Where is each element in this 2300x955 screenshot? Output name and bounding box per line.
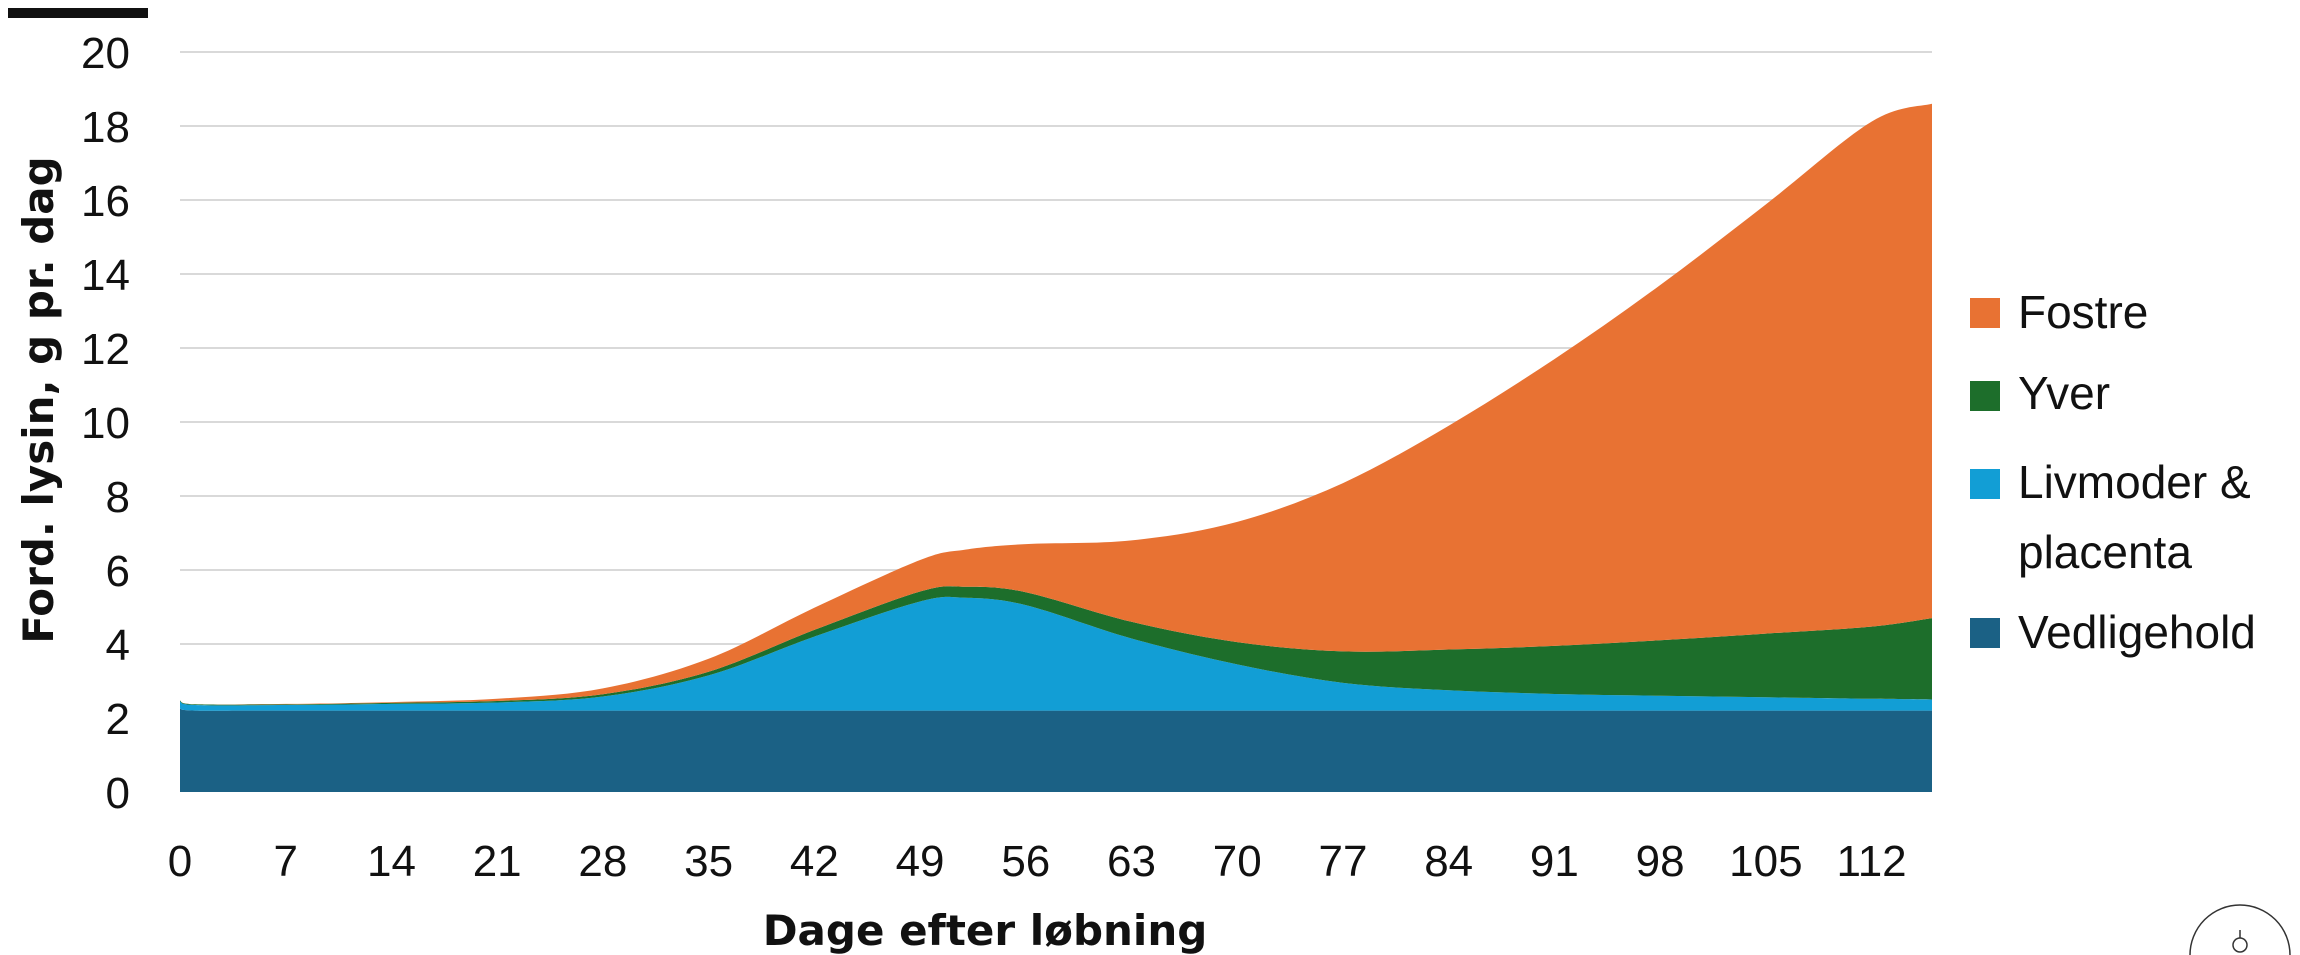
y-tick-label: 14 [81,251,130,300]
x-tick-label: 42 [790,837,839,886]
y-tick-label: 4 [106,621,130,670]
y-tick-label: 10 [81,399,130,448]
watermark-seal [2190,905,2290,955]
x-tick-label: 35 [684,837,733,886]
x-tick-label: 98 [1636,837,1685,886]
x-tick-label: 7 [273,837,297,886]
x-tick-label: 77 [1318,837,1367,886]
y-tick-label: 12 [81,325,130,374]
y-axis-ticks: 0 2 4 6 8 10 12 14 16 18 20 [81,29,130,818]
area-series [180,104,1932,792]
x-tick-label: 112 [1837,837,1907,886]
legend-label-fostre: Fostre [2018,286,2148,338]
x-tick-label: 63 [1107,837,1156,886]
x-tick-label: 91 [1530,837,1579,886]
x-tick-label: 14 [367,837,416,886]
x-tick-label: 70 [1213,837,1262,886]
legend-label-livmoder-line2: placenta [2018,526,2192,578]
y-tick-label: 20 [81,29,130,78]
legend-label-livmoder-line1: Livmoder & [2018,456,2251,508]
x-tick-label: 21 [473,837,522,886]
x-tick-label: 105 [1729,837,1802,886]
legend-swatch-vedligehold [1970,618,2000,648]
y-tick-label: 8 [106,473,130,522]
y-tick-label: 18 [81,103,130,152]
y-tick-label: 16 [81,177,130,226]
y-tick-label: 6 [106,547,130,596]
legend-label-yver: Yver [2018,367,2110,419]
x-tick-label: 56 [1001,837,1050,886]
legend-label-vedligehold: Vedligehold [2018,606,2256,658]
legend-swatch-fostre [1970,298,2000,328]
legend-swatch-yver [1970,381,2000,411]
x-tick-label: 84 [1424,837,1473,886]
x-axis-ticks: 0 7 14 21 28 35 42 49 56 63 70 77 84 91 98 105 112 [168,837,1907,886]
area-vedligehold [180,709,1932,792]
x-tick-label: 49 [896,837,945,886]
corner-bar [8,8,148,18]
x-tick-label: 28 [578,837,627,886]
y-axis-title: Ford. lysin, g pr. dag [14,156,63,643]
y-tick-label: 2 [106,695,130,744]
legend-swatch-livmoder [1970,469,2000,499]
legend: Fostre Yver Livmoder & placenta Vedligeh… [1970,286,2256,658]
x-tick-label: 0 [168,837,192,886]
y-tick-label: 0 [106,769,130,818]
x-axis-title: Dage efter løbning [763,906,1208,955]
